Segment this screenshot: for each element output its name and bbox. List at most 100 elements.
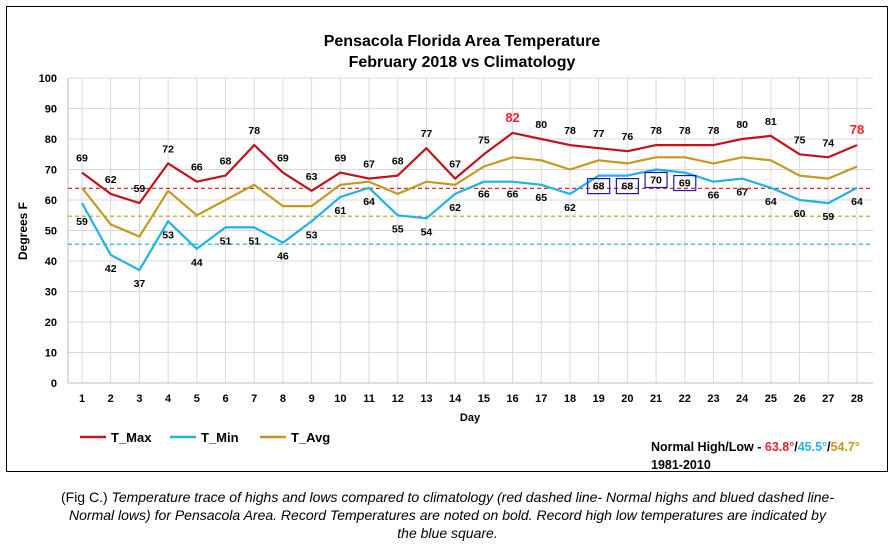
max-data-label: 69 (334, 153, 346, 165)
min-data-label: 60 (794, 208, 806, 220)
min-data-label: 59 (76, 216, 88, 228)
min-data-label: 53 (162, 229, 174, 241)
min-data-label: 66 (708, 190, 720, 202)
max-data-label: 63 (306, 171, 318, 183)
min-data-label: 46 (277, 251, 289, 263)
x-tick-label: 22 (679, 393, 691, 405)
x-tick-label: 17 (535, 393, 547, 405)
max-data-label: 81 (765, 116, 777, 128)
y-tick-label: 70 (45, 165, 57, 177)
min-data-label: 54 (421, 226, 433, 238)
max-data-label: 69 (277, 153, 289, 165)
max-data-label: 78 (708, 125, 720, 137)
max-data-label: 80 (535, 119, 547, 131)
y-axis-title: Degrees F (16, 202, 30, 260)
x-tick-label: 12 (392, 393, 404, 405)
min-data-label: 61 (334, 205, 346, 217)
min-data-label: 55 (392, 223, 404, 235)
y-tick-label: 40 (45, 256, 57, 268)
x-tick-label: 20 (621, 393, 633, 405)
max-data-label: 72 (162, 143, 174, 155)
min-data-label: 64 (363, 196, 375, 208)
max-data-label: 78 (564, 125, 576, 137)
x-tick-label: 18 (564, 393, 576, 405)
record-high-low-box (644, 171, 668, 189)
min-data-label: 64 (765, 196, 777, 208)
x-tick-label: 24 (736, 393, 749, 405)
record-high-label: 82 (505, 110, 519, 125)
record-high-low-box (673, 174, 697, 192)
min-data-label: 65 (535, 192, 547, 204)
normals-period: 1981-2010 (651, 458, 711, 472)
max-data-label: 75 (794, 134, 806, 146)
x-tick-label: 4 (165, 393, 172, 405)
normal-avg-value: 54.7° (830, 440, 860, 454)
max-data-label: 77 (593, 128, 605, 140)
x-tick-label: 16 (506, 393, 518, 405)
min-data-label: 51 (220, 235, 232, 247)
x-tick-label: 9 (309, 393, 315, 405)
normals-legend: Normal High/Low - 63.8°/45.5°/54.7° (651, 440, 860, 454)
x-tick-label: 28 (851, 393, 863, 405)
x-tick-label: 15 (478, 393, 490, 405)
series-line-t-min (81, 168, 858, 272)
record-high-low-label: 70 (650, 175, 662, 187)
max-data-label: 62 (105, 174, 117, 186)
y-tick-label: 20 (45, 317, 57, 329)
y-tick-label: 90 (45, 104, 57, 116)
normals-separator: / (827, 440, 831, 454)
max-data-label: 76 (622, 131, 634, 143)
max-data-label: 78 (650, 125, 662, 137)
x-tick-label: 25 (765, 393, 777, 405)
max-data-label: 75 (478, 134, 490, 146)
max-data-label: 69 (76, 153, 88, 165)
chart-title: Pensacola Florida Area Temperature (324, 33, 601, 50)
legend-label-t-min: T_Min (201, 430, 239, 445)
max-data-label: 67 (449, 159, 461, 171)
min-data-label: 62 (449, 202, 461, 214)
max-data-label: 80 (736, 119, 748, 131)
record-high-low-box (587, 178, 611, 195)
x-tick-label: 10 (334, 393, 346, 405)
record-high-low-label: 69 (679, 178, 691, 190)
max-data-label: 78 (248, 125, 260, 137)
max-data-label: 66 (191, 162, 203, 174)
x-tick-label: 2 (108, 393, 114, 405)
x-tick-label: 6 (222, 393, 228, 405)
max-data-label: 67 (363, 159, 375, 171)
x-tick-label: 13 (420, 393, 432, 405)
record-high-low-label: 68 (593, 181, 605, 193)
max-data-label: 77 (421, 128, 433, 140)
x-tick-label: 3 (136, 393, 142, 405)
legend-label-t-avg: T_Avg (291, 430, 330, 445)
max-data-label: 78 (679, 125, 691, 137)
y-tick-label: 30 (45, 287, 57, 299)
x-tick-label: 23 (707, 393, 719, 405)
caption-prefix: (Fig C.) (60, 489, 112, 505)
min-data-label: 64 (851, 196, 863, 208)
x-tick-label: 27 (822, 393, 834, 405)
temperature-chart: Pensacola Florida Area Temperature Februa… (16, 33, 873, 445)
y-tick-label: 100 (39, 73, 57, 85)
caption-text: Temperature trace of highs and lows comp… (69, 489, 834, 541)
max-data-label: 68 (220, 156, 232, 168)
min-data-label: 37 (134, 278, 146, 290)
chart-frame: Pensacola Florida Area Temperature Februa… (6, 6, 888, 472)
min-data-label: 51 (248, 235, 260, 247)
max-data-label: 59 (134, 183, 146, 195)
x-tick-label: 19 (593, 393, 605, 405)
record-high-low-box (615, 178, 639, 195)
x-tick-label: 26 (793, 393, 805, 405)
y-tick-label: 10 (45, 348, 57, 360)
normal-low-value: 45.5° (797, 440, 828, 454)
normal-high-value: 63.8° (764, 440, 795, 454)
normals-label: Normal High/Low - (651, 440, 765, 454)
min-data-label: 62 (564, 202, 576, 214)
x-axis-title: Day (460, 412, 481, 424)
y-tick-label: 80 (45, 134, 57, 146)
figure-caption: (Fig C.) Temperature trace of highs and … (60, 488, 835, 542)
max-data-label: 74 (822, 137, 834, 149)
y-tick-label: 50 (45, 226, 57, 238)
min-data-label: 53 (306, 229, 318, 241)
x-tick-label: 5 (194, 393, 200, 405)
